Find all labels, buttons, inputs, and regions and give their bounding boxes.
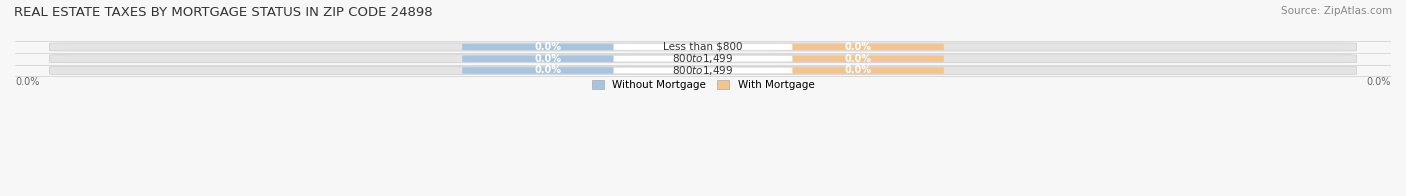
FancyBboxPatch shape bbox=[613, 55, 793, 62]
Text: 0.0%: 0.0% bbox=[1367, 77, 1391, 87]
Text: Less than $800: Less than $800 bbox=[664, 42, 742, 52]
FancyBboxPatch shape bbox=[463, 67, 634, 74]
Text: 0.0%: 0.0% bbox=[844, 54, 872, 64]
FancyBboxPatch shape bbox=[613, 44, 793, 50]
Text: 0.0%: 0.0% bbox=[534, 42, 562, 52]
Text: 0.0%: 0.0% bbox=[534, 54, 562, 64]
Text: 0.0%: 0.0% bbox=[844, 42, 872, 52]
Text: 0.0%: 0.0% bbox=[844, 65, 872, 75]
FancyBboxPatch shape bbox=[49, 55, 1357, 63]
FancyBboxPatch shape bbox=[772, 67, 943, 74]
FancyBboxPatch shape bbox=[772, 44, 943, 50]
FancyBboxPatch shape bbox=[49, 66, 1357, 74]
FancyBboxPatch shape bbox=[613, 67, 793, 74]
FancyBboxPatch shape bbox=[463, 55, 634, 62]
FancyBboxPatch shape bbox=[772, 55, 943, 62]
Text: $800 to $1,499: $800 to $1,499 bbox=[672, 64, 734, 77]
Text: Source: ZipAtlas.com: Source: ZipAtlas.com bbox=[1281, 6, 1392, 16]
FancyBboxPatch shape bbox=[463, 44, 634, 50]
Text: $800 to $1,499: $800 to $1,499 bbox=[672, 52, 734, 65]
Legend: Without Mortgage, With Mortgage: Without Mortgage, With Mortgage bbox=[588, 76, 818, 94]
Text: 0.0%: 0.0% bbox=[534, 65, 562, 75]
Text: 0.0%: 0.0% bbox=[15, 77, 39, 87]
Text: REAL ESTATE TAXES BY MORTGAGE STATUS IN ZIP CODE 24898: REAL ESTATE TAXES BY MORTGAGE STATUS IN … bbox=[14, 6, 433, 19]
FancyBboxPatch shape bbox=[49, 43, 1357, 51]
